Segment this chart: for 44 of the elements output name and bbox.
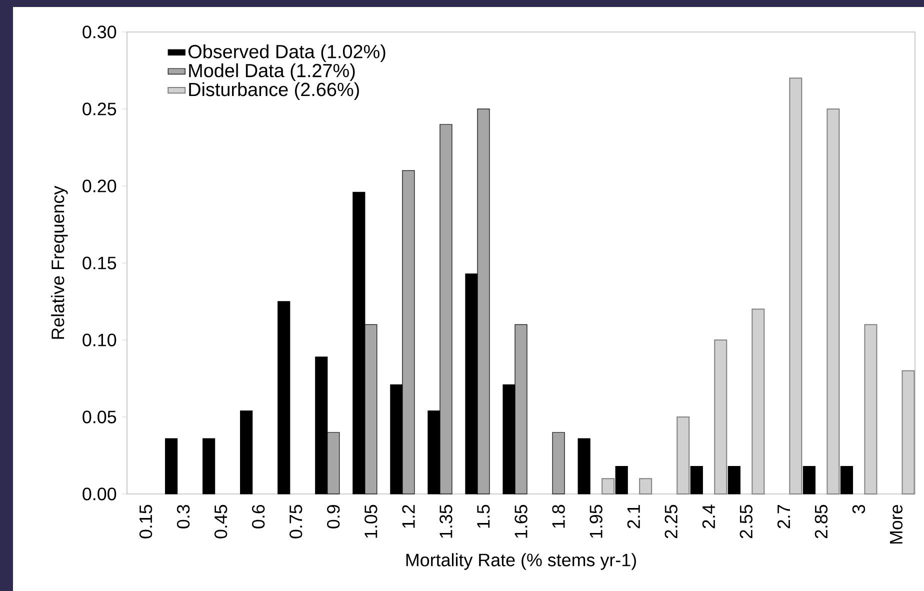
x-tick-label: 2.1 [627,505,640,528]
x-tick-label: 3 [852,504,866,514]
x-tick-label: 0.15 [139,504,152,538]
bar [202,438,216,494]
bar [578,438,590,494]
y-tick-label: 0.25 [82,102,116,116]
y-axis-title: Relative Frequency [51,186,68,339]
legend-label: Model Data (1.27%) [189,63,355,82]
x-tick-label: 1.2 [402,505,415,528]
bar [690,466,703,494]
bar [802,466,816,494]
x-tick-label: 2.85 [814,504,828,538]
x-tick-label: 1.95 [590,504,602,538]
y-tick-label: 0.30 [82,26,116,38]
y-tick-label: 0.05 [82,410,116,424]
bar [240,410,253,494]
bar [615,466,628,494]
x-tick-label: 0.3 [176,504,190,528]
x-tick-label: 2.7 [777,505,790,528]
y-tick-label: 0.20 [82,180,116,192]
x-tick-label: 1.35 [440,504,452,538]
x-tick-label: 2.4 [702,504,715,528]
y-tick-label: 0.00 [82,488,116,500]
x-tick-label: 0.6 [252,504,265,528]
bar [840,466,854,494]
x-tick-label: 1.05 [364,504,378,538]
x-tick-label: More [890,504,902,544]
legend-label: Observed Data (1.02%) [188,44,386,62]
x-tick-label: 2.55 [740,504,752,538]
y-tick-label: 0.15 [82,256,116,270]
bar [552,432,565,494]
x-tick-label: 1.8 [552,504,565,528]
x-tick-label: 1.65 [514,504,528,538]
x-tick-label: 1.5 [477,504,490,528]
bar [278,301,290,494]
x-tick-label: 0.45 [214,504,228,538]
y-tick-label: 0.10 [82,334,116,346]
legend-label: Disturbance (2.66%) [189,82,359,100]
x-tick-label: 0.9 [327,505,340,528]
x-axis-title: Mortality Rate (% stems yr-1) [406,553,636,570]
x-tick-label: 0.75 [290,504,302,538]
bar [728,466,740,494]
bar [164,438,178,494]
x-tick-label: 2.25 [664,504,678,538]
